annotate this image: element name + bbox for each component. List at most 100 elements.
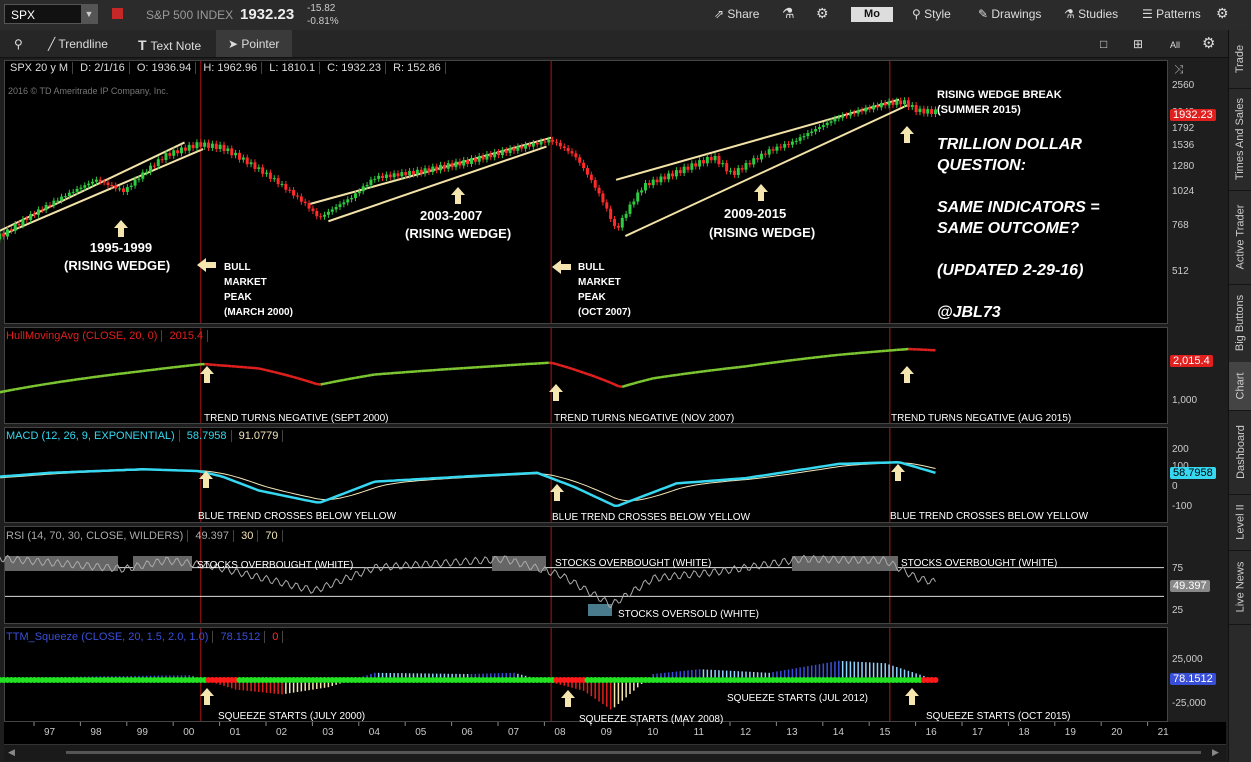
studies-button[interactable]: ⚗ Studies (1064, 7, 1119, 21)
candle-body (276, 178, 280, 185)
hull-note-1: TREND TURNS NEGATIVE (SEPT 2000) (204, 413, 389, 424)
candle-body (570, 151, 574, 154)
flask-icon: ⚗ (1064, 7, 1079, 21)
horizontal-scrollbar[interactable]: ◀ ▶ (4, 744, 1226, 761)
candle-body (210, 143, 214, 148)
rsi-os-zone (588, 604, 612, 616)
hull-note-2: TREND TURNS NEGATIVE (NOV 2007) (554, 413, 735, 424)
candle-body (763, 153, 767, 155)
candle-body (87, 183, 91, 186)
squeeze-panel[interactable] (4, 627, 1168, 722)
tab-dashboard[interactable]: Dashboard (1229, 410, 1251, 495)
gear-icon[interactable]: ⚙ (1202, 35, 1216, 52)
link-color-icon[interactable] (112, 8, 123, 19)
tab-level-ii[interactable]: Level II (1229, 494, 1251, 551)
gear-icon[interactable]: ⚙ (816, 5, 829, 21)
hull-segment (571, 367, 577, 372)
candle-body (860, 110, 864, 112)
drawings-button[interactable]: ✎ Drawings (978, 7, 1042, 21)
candle-body (756, 158, 760, 160)
hull-segment (289, 374, 294, 379)
single-layout-icon[interactable]: □ (1100, 37, 1108, 51)
candle-body (725, 163, 729, 172)
rsi-title: RSI (14, 70, 30, CLOSE, WILDERS) 49.397 … (6, 530, 283, 542)
scroll-right-icon[interactable]: ▶ (1212, 747, 1219, 757)
hull-segment (366, 373, 372, 378)
text-icon: T (138, 37, 151, 53)
symbol-input[interactable]: SPX ▼ (4, 4, 98, 24)
candle-body (350, 198, 354, 200)
tab-trade[interactable]: Trade (1229, 30, 1251, 89)
style-button[interactable]: ⚲ Style (912, 7, 951, 21)
tab-times-and-sales[interactable]: Times And Sales (1229, 88, 1251, 191)
candle-body (245, 157, 249, 165)
candle-body (342, 202, 346, 205)
hull-segment (753, 363, 758, 367)
copyright: 2016 © TD Ameritrade IP Company, Inc. (8, 86, 169, 96)
hull-segment (335, 379, 341, 383)
candle-body (740, 168, 744, 170)
scroll-left-icon[interactable]: ◀ (8, 747, 15, 757)
time-axis-label: 97 (44, 727, 56, 738)
grid-layout-icon[interactable]: ⊞ (1133, 37, 1144, 51)
text-note-tool[interactable]: T Text Note (138, 37, 202, 53)
hull-segment (362, 374, 368, 378)
tab-chart[interactable]: Chart (1229, 362, 1251, 411)
share-button[interactable]: ⇗ Share (714, 7, 760, 21)
scrollbar-thumb[interactable] (66, 751, 1201, 754)
style-icon: ⚲ (912, 7, 925, 21)
hull-segment (583, 371, 588, 376)
candle-body (353, 193, 357, 199)
candle-body (311, 208, 315, 212)
macd-panel[interactable] (4, 427, 1168, 523)
tab-active-trader[interactable]: Active Trader (1229, 190, 1251, 285)
time-axis-label: 16 (925, 727, 937, 738)
candle-body (56, 200, 60, 202)
candle-body (191, 144, 195, 149)
expand-icon[interactable]: ⤨ (1174, 62, 1184, 76)
squeeze-tag: 78.1512 (1170, 673, 1216, 685)
pointer-tool[interactable]: ➤ Pointer (228, 37, 280, 51)
chevron-down-icon[interactable]: ▼ (81, 5, 97, 23)
time-axis-label: 14 (832, 727, 844, 738)
candle-body (771, 149, 775, 151)
wedge3-sub: (RISING WEDGE) (709, 225, 816, 240)
tab-live-news[interactable]: Live News (1229, 550, 1251, 625)
drawing-toolbar (0, 30, 1228, 58)
candle-body (319, 216, 323, 218)
price-panel[interactable] (4, 60, 1168, 324)
candle-body (373, 178, 377, 180)
hull-segment (590, 374, 596, 378)
rsi-tag: 49.397 (1170, 580, 1210, 592)
hull-segment (563, 365, 569, 369)
hull-segment (312, 381, 318, 386)
hull-segment (765, 361, 770, 365)
candle-body (156, 159, 160, 166)
mode-button[interactable]: Mo (851, 7, 893, 22)
trendline-tool[interactable]: ╱ Trendline (48, 37, 108, 51)
flask-icon[interactable]: ⚗ (782, 5, 795, 21)
patterns-button[interactable]: ☰ Patterns (1142, 7, 1201, 21)
candle-body (292, 190, 296, 196)
candle-body (381, 175, 385, 179)
right-sidebar: Trade Times And Sales Active Trader Big … (1228, 30, 1251, 762)
hull-segment (88, 376, 93, 380)
settings-icon[interactable]: ⚙ (1216, 5, 1229, 21)
candle-body (690, 163, 694, 170)
time-axis-label: 01 (229, 727, 241, 738)
hull-segment (262, 368, 267, 372)
candle-body (500, 150, 504, 156)
rsi-panel[interactable] (4, 526, 1168, 624)
hull-segment (629, 382, 635, 386)
bar-high: H: 1962.96 (199, 62, 263, 74)
candle-body (187, 144, 191, 151)
candle-body (164, 153, 168, 161)
candle-body (102, 181, 106, 183)
pin-icon[interactable]: ⚲ (14, 37, 23, 51)
candle-body (458, 161, 462, 166)
hull-panel[interactable] (4, 327, 1168, 424)
candle-body (794, 140, 798, 142)
candle-body (651, 179, 655, 186)
all-button[interactable]: All (1170, 40, 1181, 50)
